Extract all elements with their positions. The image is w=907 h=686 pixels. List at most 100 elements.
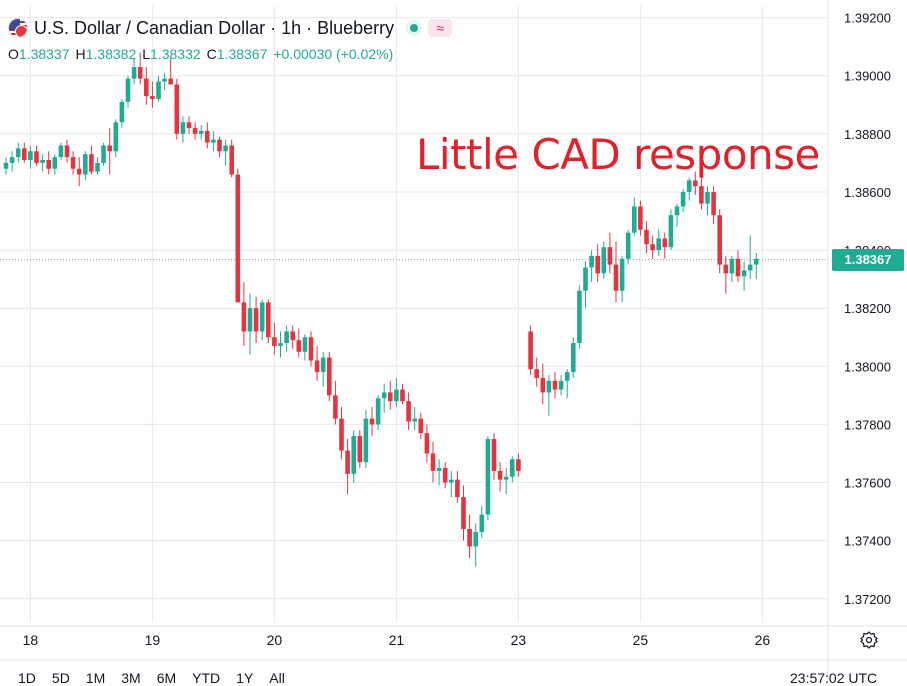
candle-body — [357, 436, 363, 463]
x-tick-label: 18 — [23, 632, 39, 648]
high-label: H — [75, 46, 86, 62]
range-button-1m[interactable]: 1M — [85, 670, 106, 686]
candle-body — [144, 78, 149, 97]
candle-body — [223, 145, 228, 152]
x-tick-label: 20 — [267, 632, 283, 648]
usd-cad-flag-icon — [8, 18, 28, 38]
range-button-all[interactable]: All — [269, 670, 285, 686]
candle-body — [430, 453, 436, 471]
y-tick-label: 1.38800 — [844, 127, 891, 142]
candle-body — [174, 84, 180, 134]
candle-body — [3, 162, 9, 169]
candle-body — [754, 258, 759, 265]
chart-annotation[interactable]: Little CAD response — [416, 130, 820, 179]
close-value: 1.38367 — [216, 46, 268, 62]
candle-body — [131, 67, 137, 79]
range-button-1d[interactable]: 1D — [18, 670, 36, 686]
candle-body — [113, 122, 119, 152]
open-value: 1.38337 — [18, 46, 70, 62]
candle-body — [388, 392, 393, 402]
gear-icon[interactable] — [860, 631, 878, 649]
candle-body — [674, 206, 680, 216]
data-feed-wave-icon[interactable]: ≈ — [428, 19, 453, 37]
candle-body — [589, 255, 594, 268]
candle-body — [467, 529, 472, 547]
candle-body — [473, 531, 478, 547]
candle-body — [247, 308, 253, 332]
symbol-title[interactable]: U.S. Dollar / Canadian Dollar · 1h · Blu… — [34, 17, 395, 38]
y-tick-label: 1.37200 — [844, 592, 891, 607]
candle-body — [650, 244, 655, 251]
candle-body — [107, 145, 112, 152]
candle-body — [528, 331, 533, 370]
y-tick-label: 1.39200 — [844, 11, 891, 26]
candle-body — [491, 438, 497, 471]
candle-body — [272, 337, 277, 346]
candle-body — [418, 418, 424, 434]
candle-body — [540, 377, 546, 393]
x-tick-label: 19 — [145, 632, 161, 648]
range-button-3m[interactable]: 3M — [121, 670, 141, 686]
candle-body — [729, 258, 735, 274]
candle-body — [162, 78, 167, 82]
candle-body — [266, 302, 271, 338]
candle-body — [638, 206, 643, 230]
range-button-5d[interactable]: 5D — [51, 670, 70, 686]
range-button-ytd[interactable]: YTD — [192, 670, 221, 686]
y-tick-label: 1.39000 — [844, 69, 891, 84]
change-value: +0.00030 (+0.02%) — [273, 46, 394, 62]
candle-body — [259, 302, 265, 332]
candle-body — [516, 459, 521, 471]
candle-body — [46, 160, 51, 169]
range-button-1y[interactable]: 1Y — [236, 670, 254, 686]
candle-body — [613, 264, 619, 291]
candle-body — [717, 215, 722, 265]
candle-body — [302, 337, 308, 352]
candle-body — [217, 139, 222, 152]
market-open-status-icon[interactable] — [406, 20, 423, 36]
candle-body — [619, 258, 625, 291]
candle-body — [680, 191, 686, 207]
x-tick-label: 26 — [755, 632, 771, 648]
candle-body — [320, 357, 326, 373]
candle-body — [290, 331, 295, 341]
low-label: L — [142, 46, 151, 62]
range-buttons: 1D 5D 1M 3M 6M YTD 1Y All — [18, 670, 285, 686]
candle-body — [632, 206, 637, 233]
candle-body — [400, 389, 405, 402]
candle-body — [699, 186, 704, 204]
candle-body — [28, 151, 33, 160]
candle-body — [601, 247, 607, 274]
candle-body — [205, 130, 210, 143]
candle-body — [351, 436, 356, 474]
candle-body — [168, 78, 173, 85]
candle-body — [406, 401, 411, 422]
candle-body — [577, 290, 582, 344]
candle-body — [339, 418, 344, 451]
candle-body — [40, 160, 45, 163]
candle-body — [503, 476, 509, 480]
y-tick-label: 1.37800 — [844, 417, 891, 432]
candle-body — [15, 148, 21, 158]
candle-body — [95, 162, 100, 172]
candle-body — [449, 479, 454, 483]
candle-body — [394, 389, 399, 402]
candle-body — [375, 398, 381, 425]
candle-body — [412, 418, 417, 422]
candle-body — [741, 270, 747, 277]
candle-body — [241, 302, 247, 332]
y-tick-label: 1.38200 — [844, 301, 891, 316]
candle-body — [497, 470, 503, 480]
chart-header: U.S. Dollar / Canadian Dollar · 1h · Blu… — [8, 14, 453, 42]
candle-body — [625, 232, 631, 259]
candle-body — [656, 238, 661, 251]
candle-body — [735, 258, 741, 277]
y-tick-label: 1.37600 — [844, 476, 891, 491]
x-tick-label: 23 — [511, 632, 527, 648]
range-button-6m[interactable]: 6M — [156, 670, 177, 686]
candle-body — [686, 180, 692, 192]
candle-body — [76, 168, 82, 175]
candle-body — [668, 215, 674, 248]
candle-body — [284, 331, 289, 344]
